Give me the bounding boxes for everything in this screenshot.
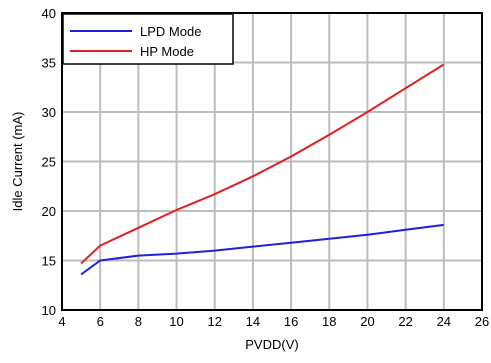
x-tick-label: 14 <box>246 314 260 329</box>
y-tick-label: 25 <box>42 155 56 170</box>
plot-frame <box>61 12 483 311</box>
x-tick-label: 6 <box>97 314 104 329</box>
x-tick-label: 26 <box>475 314 489 329</box>
legend-label-hp-mode: HP Mode <box>140 44 194 59</box>
series-lines <box>80 63 445 276</box>
tick-labels: 4 6 8 10 12 14 16 18 20 22 24 26 10 15 20 25 30 35 40 <box>42 6 490 329</box>
legend-box <box>62 13 234 65</box>
x-tick-label: 8 <box>135 314 142 329</box>
y-tick-label: 15 <box>42 254 56 269</box>
y-tick-label: 20 <box>42 204 56 219</box>
x-tick-label: 12 <box>207 314 221 329</box>
series-line-lpd-mode <box>80 223 444 276</box>
y-tick-label: 40 <box>42 6 56 21</box>
x-tick-label: 22 <box>398 314 412 329</box>
x-tick-label: 18 <box>322 314 336 329</box>
legend-label-lpd-mode: LPD Mode <box>140 24 201 39</box>
y-axis-title: Idle Current (mA) <box>10 112 25 212</box>
legend: LPD Mode HP Mode <box>62 13 234 65</box>
y-tick-label: 30 <box>42 105 56 120</box>
x-tick-label: 4 <box>58 314 65 329</box>
x-axis-title: PVDD(V) <box>245 337 298 352</box>
x-tick-label: 16 <box>284 314 298 329</box>
y-tick-label: 10 <box>42 303 56 318</box>
x-tick-label: 10 <box>169 314 183 329</box>
x-tick-label: 20 <box>360 314 374 329</box>
y-tick-label: 35 <box>42 56 56 71</box>
x-tick-label: 24 <box>437 314 451 329</box>
series-line-hp-mode <box>80 63 445 265</box>
